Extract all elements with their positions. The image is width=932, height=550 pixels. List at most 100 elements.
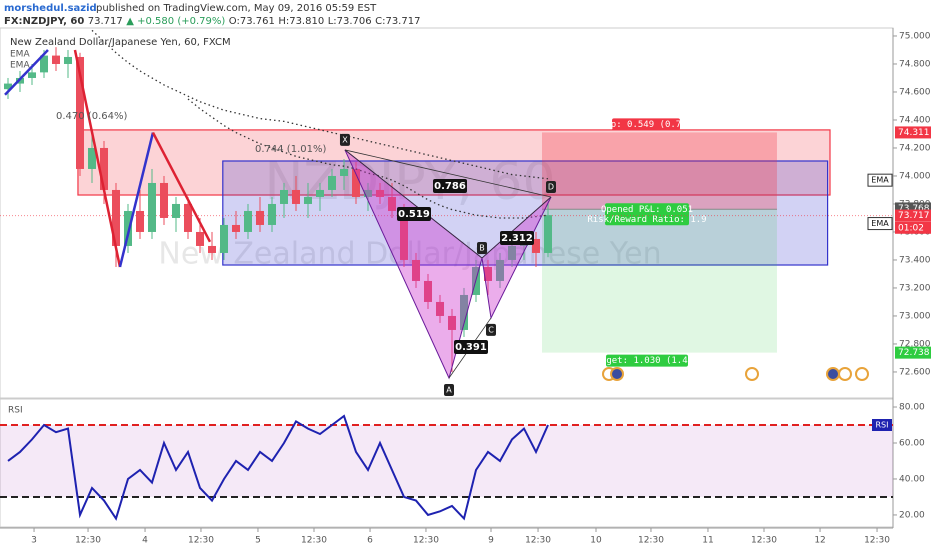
candle-body (484, 266, 493, 281)
x-tick-label: 9 (488, 536, 494, 546)
y-tick-label: 75.000 (899, 31, 931, 41)
pnl-label: Opened P&L: 0.051 (601, 205, 693, 215)
candle-body (376, 189, 385, 197)
target-zone (542, 209, 777, 353)
candle-body (364, 189, 373, 197)
price-pane: NZDJPY, 60 New Zealand Dollar/Japanese Ye… (0, 27, 894, 399)
candle-body (100, 147, 109, 190)
x-tick-label: 12:30 (864, 536, 890, 546)
ratio-label: 0.519 (398, 209, 430, 220)
candle-body (160, 182, 169, 218)
candle-body (340, 168, 349, 176)
candle-body (208, 245, 217, 253)
watermark: NZDJPY, 60 (264, 152, 555, 212)
x-tick-label: 12:30 (638, 536, 664, 546)
candle-body (352, 168, 361, 197)
event-icon[interactable] (610, 367, 624, 381)
stop-label-box (612, 118, 680, 131)
zigzag-line (118, 132, 155, 268)
candle-body (196, 231, 205, 246)
stop-zone (542, 132, 777, 210)
x-tick-label: 5 (255, 536, 261, 546)
y-tick-label: 73.000 (899, 311, 931, 321)
candle-body (268, 203, 277, 225)
candle-body (76, 56, 85, 169)
event-icon[interactable] (745, 367, 759, 381)
pattern-point-label: C (488, 325, 494, 334)
x-tick-label: 10 (590, 536, 602, 546)
ema-tag: EMA (871, 176, 889, 185)
pattern-point-box (477, 242, 488, 255)
rsi-tick-label: 60.00 (899, 438, 925, 448)
ema-line (91, 29, 549, 180)
pattern-point-box (546, 180, 557, 193)
ratio-box (397, 207, 431, 221)
ratio-box (500, 231, 534, 245)
legend-ema: EMA (10, 61, 30, 71)
zone-rect (222, 160, 829, 266)
author[interactable]: morshedul.sazid (4, 3, 97, 14)
ema-tag: EMA (871, 219, 889, 228)
rsi-tag-box (872, 419, 892, 432)
x-tick-label: 12:30 (413, 536, 439, 546)
candle-body (172, 203, 181, 218)
target-label-box (606, 354, 688, 367)
chart-title: New Zealand Dollar/Japanese Yen, 60, FXC… (10, 37, 231, 48)
price-label: 74.311 (898, 128, 930, 138)
candle-body (316, 189, 325, 197)
x-tick-label: 6 (367, 536, 373, 546)
candle-body (532, 238, 541, 253)
price-label-box (895, 209, 931, 222)
candle-body (148, 182, 157, 232)
close: C:73.717 (375, 16, 420, 27)
candle-body (88, 147, 97, 169)
event-icon[interactable] (826, 367, 840, 381)
event-icon[interactable] (838, 367, 852, 381)
rsi-tick-label: 40.00 (899, 474, 925, 484)
candle-body (496, 259, 505, 281)
change: ▲ +0.580 (+0.79%) (126, 16, 225, 27)
high: H:73.810 (278, 16, 324, 27)
candle-body (244, 210, 253, 232)
rsi-band (0, 425, 893, 497)
candle-body (412, 259, 421, 281)
candle-body (184, 203, 193, 232)
pattern-point-box (339, 133, 350, 146)
price-label: 73.717 (898, 211, 930, 221)
candle-body (388, 196, 397, 211)
x-tick-label: 12:30 (525, 536, 551, 546)
pattern-ratio-line (481, 196, 552, 259)
candle-body (460, 294, 469, 330)
pattern-ratio-line (344, 149, 483, 259)
price-label: 73.768 (898, 204, 930, 214)
candle-body (124, 210, 133, 246)
ema-tag-box (867, 217, 893, 231)
rsi-tick-label: 20.00 (899, 510, 925, 520)
candle-body (436, 301, 445, 316)
candle-body (136, 210, 145, 232)
candle-body (220, 224, 229, 253)
watermark-subtitle: New Zealand Dollar/Japanese Yen (158, 237, 661, 272)
x-tick-label: 12:30 (188, 536, 214, 546)
rsi-line (7, 414, 549, 521)
candle-body (508, 245, 517, 260)
y-tick-label: 74.800 (899, 59, 931, 69)
ratio-label: 2.312 (501, 233, 533, 244)
y-tick-label: 72.800 (899, 339, 931, 349)
x-tick-label: 11 (702, 536, 713, 546)
price-label: 01:02 (898, 223, 924, 233)
x-tick-label: 3 (31, 536, 37, 546)
quote-line: FX:NZDJPY, 60 73.717 ▲ +0.580 (+0.79%) O… (4, 16, 420, 27)
pattern-point-box (486, 323, 497, 336)
candle-body (64, 56, 73, 64)
zigzag-line (4, 49, 49, 96)
fib-label: 0.744 (1.01%) (255, 144, 326, 155)
stop-label: Stop: 0.549 (0.74%) (595, 120, 698, 130)
event-icon[interactable] (855, 367, 869, 381)
candle-body (304, 196, 313, 204)
x-tick-label: 4 (142, 536, 148, 546)
target-label: Target: 1.030 (1.40%) (590, 356, 704, 366)
y-tick-label: 74.400 (899, 115, 931, 125)
fib-label: 0.470 (0.64%) (56, 111, 127, 122)
